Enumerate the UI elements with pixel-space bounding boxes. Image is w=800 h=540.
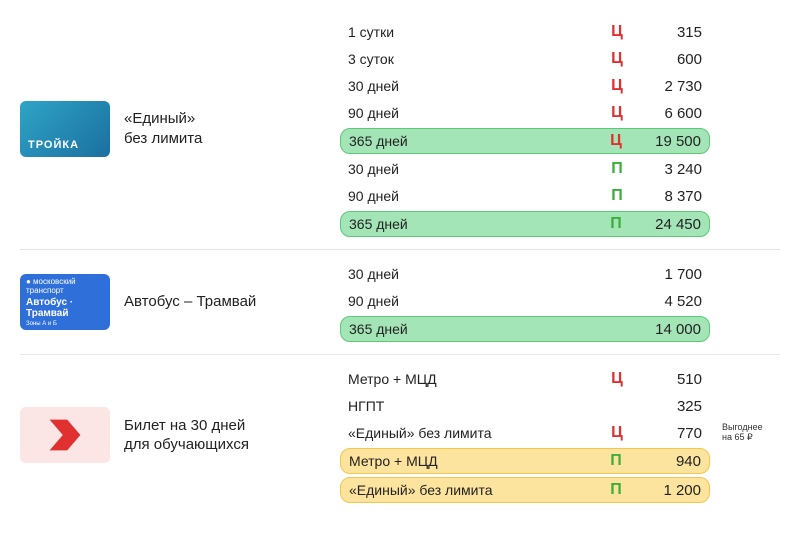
price-row: «Единый» без лимитаП1 200 xyxy=(340,477,710,503)
section-rows-wrap: 1 суткиЦ3153 сутокЦ60030 днейЦ2 73090 дн… xyxy=(340,20,780,237)
section-rows: 30 дней 1 700 90 дней 4 520 365 дней 14 000 xyxy=(340,262,710,342)
period-label: «Единый» без лимита xyxy=(348,425,602,441)
note-line: на 65 ₽ xyxy=(722,433,780,443)
bus-card-icon: ● московский транспортАвтобус · ТрамвайЗ… xyxy=(20,274,110,330)
price-value: 325 xyxy=(632,398,702,415)
price-value: 770 xyxy=(632,425,702,442)
period-label: 3 суток xyxy=(348,51,602,67)
label-line: Автобус – Трамвай xyxy=(124,292,256,312)
zone-tag: Ц xyxy=(602,370,632,388)
period-label: 365 дней xyxy=(349,321,601,337)
period-label: 30 дней xyxy=(348,266,602,282)
price-value: 6 600 xyxy=(632,105,702,122)
price-row: 365 днейЦ19 500 xyxy=(340,128,710,154)
period-label: Метро + МЦД xyxy=(348,371,602,387)
price-row: 365 дней 14 000 xyxy=(340,316,710,342)
price-value: 14 000 xyxy=(631,321,701,338)
price-row: 30 дней 1 700 xyxy=(340,262,710,286)
zone-tag: Ц xyxy=(602,77,632,95)
zone-tag: П xyxy=(601,215,631,233)
fare-table: ТРОЙКА«Единый»без лимита1 суткиЦ3153 сут… xyxy=(20,8,780,515)
price-value: 4 520 xyxy=(632,293,702,310)
student-card-icon xyxy=(20,407,110,463)
section-label: Автобус – Трамвай xyxy=(124,292,256,312)
zone-tag: П xyxy=(601,481,631,499)
label-line: без лимита xyxy=(124,129,202,149)
price-row: 90 днейЦ6 600 xyxy=(340,101,710,125)
price-row: НГПТ 325 xyxy=(340,394,710,418)
price-row: 1 суткиЦ315 xyxy=(340,20,710,44)
price-value: 24 450 xyxy=(631,216,701,233)
section-rows: Метро + МЦДЦ510НГПТ325«Единый» без лимит… xyxy=(340,367,710,503)
section-troika: ТРОЙКА«Единый»без лимита1 суткиЦ3153 сут… xyxy=(20,8,780,250)
price-row: 30 днейЦ2 730 xyxy=(340,74,710,98)
price-row: Метро + МЦДП940 xyxy=(340,448,710,474)
zone-tag: Ц xyxy=(602,23,632,41)
period-label: 30 дней xyxy=(348,161,602,177)
period-label: 365 дней xyxy=(349,216,601,232)
savings-note: Выгоднеена 65 ₽ xyxy=(722,423,780,443)
section-rows-wrap: Метро + МЦДЦ510НГПТ325«Единый» без лимит… xyxy=(340,367,780,503)
section-student: Билет на 30 днейдля обучающихся Метро + М… xyxy=(20,355,780,515)
price-value: 2 730 xyxy=(632,78,702,95)
price-value: 1 200 xyxy=(631,482,701,499)
zone-tag: П xyxy=(601,452,631,470)
period-label: «Единый» без лимита xyxy=(349,482,601,498)
period-label: 90 дней xyxy=(348,293,602,309)
zone-tag: Ц xyxy=(601,132,631,150)
label-line: Билет на 30 дней xyxy=(124,416,249,436)
period-label: НГПТ xyxy=(348,398,602,414)
zone-tag: Ц xyxy=(602,424,632,442)
price-value: 510 xyxy=(632,371,702,388)
price-value: 8 370 xyxy=(632,188,702,205)
label-line: «Единый» xyxy=(124,109,202,129)
period-label: 90 дней xyxy=(348,105,602,121)
section-label: «Единый»без лимита xyxy=(124,109,202,148)
period-label: Метро + МЦД xyxy=(349,453,601,469)
zone-tag: Ц xyxy=(602,104,632,122)
price-row: 30 днейП3 240 xyxy=(340,157,710,181)
price-row: «Единый» без лимитаЦ770Выгоднеена 65 ₽ xyxy=(340,421,710,445)
price-row: 90 днейП8 370 xyxy=(340,184,710,208)
label-line: для обучающихся xyxy=(124,435,249,455)
zone-tag: Ц xyxy=(602,50,632,68)
price-value: 600 xyxy=(632,51,702,68)
troika-card-icon: ТРОЙКА xyxy=(20,101,110,157)
section-left: ТРОЙКА «Единый»без лимита xyxy=(20,20,340,237)
period-label: 30 дней xyxy=(348,78,602,94)
period-label: 90 дней xyxy=(348,188,602,204)
zone-tag: П xyxy=(602,187,632,205)
price-value: 315 xyxy=(632,24,702,41)
price-row: 90 дней 4 520 xyxy=(340,289,710,313)
period-label: 365 дней xyxy=(349,133,601,149)
section-left: Билет на 30 днейдля обучающихся xyxy=(20,367,340,503)
price-value: 19 500 xyxy=(631,133,701,150)
section-rows-wrap: 30 дней 1 700 90 дней 4 520 365 дней 14 000 xyxy=(340,262,780,342)
price-row: Метро + МЦДЦ510 xyxy=(340,367,710,391)
section-left: ● московский транспортАвтобус · ТрамвайЗ… xyxy=(20,262,340,342)
price-value: 940 xyxy=(631,453,701,470)
section-label: Билет на 30 днейдля обучающихся xyxy=(124,416,249,455)
price-row: 365 днейП24 450 xyxy=(340,211,710,237)
price-value: 1 700 xyxy=(632,266,702,283)
period-label: 1 сутки xyxy=(348,24,602,40)
price-value: 3 240 xyxy=(632,161,702,178)
section-rows: 1 суткиЦ3153 сутокЦ60030 днейЦ2 73090 дн… xyxy=(340,20,710,237)
price-row: 3 сутокЦ600 xyxy=(340,47,710,71)
section-bus: ● московский транспортАвтобус · ТрамвайЗ… xyxy=(20,250,780,355)
zone-tag: П xyxy=(602,160,632,178)
